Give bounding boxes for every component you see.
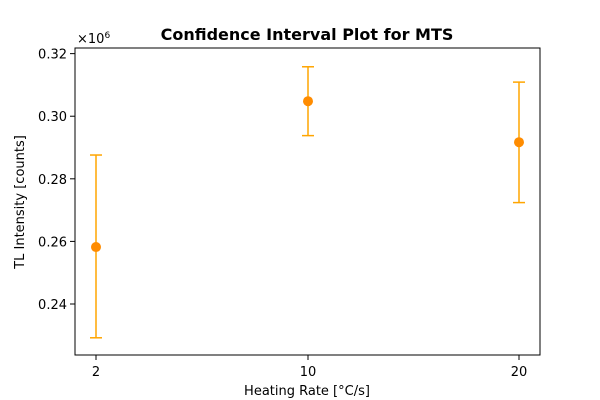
y-tick-label: 0.24	[38, 298, 67, 313]
y-axis-offset-exponent: 6	[104, 31, 110, 41]
x-tick-label: 2	[92, 365, 100, 380]
y-tick-label: 0.26	[38, 235, 67, 250]
y-tick-label: 0.28	[38, 173, 67, 188]
data-point-marker	[91, 242, 101, 253]
y-axis-offset-base: ×10	[77, 32, 104, 47]
y-tick-label: 0.30	[38, 110, 67, 125]
y-axis-offset-label: ×106	[77, 31, 110, 47]
x-axis-title: Heating Rate [°C/s]	[244, 384, 370, 399]
chart-title: Confidence Interval Plot for MTS	[161, 25, 454, 44]
y-axis-title: TL Intensity [counts]	[13, 135, 28, 270]
x-axis-ticks: 2 10 20	[92, 355, 527, 380]
y-tick-label: 0.32	[38, 48, 67, 63]
data-point-marker	[514, 137, 524, 148]
data-markers	[91, 96, 524, 253]
x-tick-label: 10	[300, 365, 317, 380]
x-tick-label: 20	[511, 365, 528, 380]
data-point-marker	[303, 96, 313, 107]
y-axis-ticks: 0.24 0.26 0.28 0.30 0.32	[38, 48, 75, 313]
